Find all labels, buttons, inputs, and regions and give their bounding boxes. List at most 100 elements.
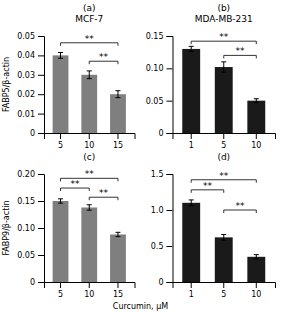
bar (182, 203, 200, 282)
y-tick-mark (167, 68, 173, 69)
y-tick: 0.10 (17, 224, 44, 233)
x-tick: 1 (189, 133, 194, 150)
y-axis-line (38, 175, 45, 283)
y-tick-mark (38, 201, 44, 202)
x-axis: 1510 (173, 282, 276, 299)
y-tick-label: 0.02 (17, 90, 35, 99)
y-tick: 0.10 (146, 64, 173, 73)
y-tick-mark (167, 210, 173, 211)
y-tick-mark (167, 174, 173, 175)
x-tick-label: 5 (58, 141, 63, 150)
x-tick: 15 (113, 282, 123, 299)
bar (53, 55, 69, 133)
x-tick-label: 15 (113, 141, 123, 150)
y-tick-mark (38, 94, 44, 95)
panel-subtitle: MDA-MB-231 (195, 14, 253, 24)
significance-label: ** (236, 201, 246, 211)
y-tick-label: 0 (158, 129, 163, 138)
x-tick-mark (191, 282, 192, 288)
significance-label: ** (85, 169, 95, 179)
y-tick-label: 0.05 (17, 251, 35, 260)
x-axis-line (173, 134, 276, 140)
significance-label: ** (219, 32, 229, 42)
bar (81, 207, 97, 282)
y-tick: 0.20 (17, 170, 44, 179)
bar (247, 101, 265, 133)
y-axis: 0 0.05 0.10 0.15 0.20 (17, 170, 44, 287)
x-tick-label: 10 (251, 290, 261, 299)
x-tick: 5 (58, 282, 63, 299)
y-tick-mark (38, 133, 44, 134)
panel-title: (a) (83, 3, 96, 13)
y-axis-title: FABP5/β-actin (2, 57, 11, 112)
x-tick-mark (60, 282, 61, 288)
panel: 00.050.100.151510****(b)MDA-MB-231 (146, 3, 276, 150)
y-tick-label: 0 (158, 278, 163, 287)
error-bar (115, 91, 120, 98)
error-bar (115, 232, 120, 236)
y-tick-label: 1.0 (151, 206, 164, 215)
error-bar (254, 255, 259, 259)
bar (53, 201, 69, 282)
x-axis-line (45, 283, 136, 289)
x-tick-mark (60, 133, 61, 139)
y-tick-label: 0.04 (17, 51, 35, 60)
x-axis: 5 10 15 (45, 133, 136, 150)
bar (215, 67, 233, 133)
error-bar (221, 234, 226, 240)
y-tick: 0 (30, 278, 44, 287)
x-tick: 10 (84, 133, 94, 150)
plot-area (182, 200, 265, 282)
y-tick-mark (38, 114, 44, 115)
figure: 00.010.020.030.040.0551015****(a)MCF-7FA… (0, 0, 281, 312)
y-tick-label: 0.05 (17, 32, 35, 41)
x-tick-label: 10 (84, 141, 94, 150)
y-tick: 0.02 (17, 90, 44, 99)
significance-label: ** (99, 188, 109, 198)
y-tick-mark (167, 246, 173, 247)
y-tick: 0.5 (151, 242, 173, 251)
y-tick: 1.0 (151, 206, 173, 215)
bar (247, 257, 265, 282)
y-axis-line (167, 37, 174, 134)
x-axis-title: Curcumin, μM (113, 302, 169, 311)
y-tick-mark (38, 228, 44, 229)
y-axis: 00.51.01.5 (151, 170, 173, 287)
bar (215, 237, 233, 282)
x-axis: 5 10 15 (45, 282, 136, 299)
error-bar (254, 99, 259, 103)
x-tick-label: 10 (84, 290, 94, 299)
x-tick-mark (89, 282, 90, 288)
error-bar (221, 62, 226, 72)
x-tick: 10 (251, 133, 261, 150)
y-tick-label: 0.15 (17, 197, 35, 206)
y-tick-label: 0.10 (146, 64, 164, 73)
x-tick-mark (117, 282, 118, 288)
x-tick-label: 5 (221, 290, 226, 299)
y-tick-mark (38, 255, 44, 256)
error-bar (58, 199, 63, 203)
y-tick-mark (38, 55, 44, 56)
x-axis-line (45, 134, 136, 140)
y-tick-mark (38, 282, 44, 283)
y-tick: 0 (30, 129, 44, 138)
bar (182, 49, 200, 133)
significance-label: ** (236, 46, 246, 56)
panel-title: (d) (217, 152, 230, 162)
panel-title: (b) (217, 3, 230, 13)
y-tick-label: 0.5 (151, 242, 164, 251)
error-bar (87, 71, 92, 79)
bar (110, 94, 126, 133)
y-tick: 0.01 (17, 110, 44, 119)
significance-label: ** (85, 34, 95, 44)
y-tick-mark (38, 174, 44, 175)
y-tick: 0 (158, 129, 172, 138)
y-tick-mark (38, 36, 44, 37)
x-axis: 1510 (173, 133, 276, 150)
x-tick-label: 1 (189, 290, 194, 299)
x-tick-mark (89, 133, 90, 139)
y-tick: 0 (158, 278, 172, 287)
error-bar (189, 200, 194, 206)
error-bar (58, 52, 63, 58)
panel-subtitle: MCF-7 (75, 14, 103, 24)
